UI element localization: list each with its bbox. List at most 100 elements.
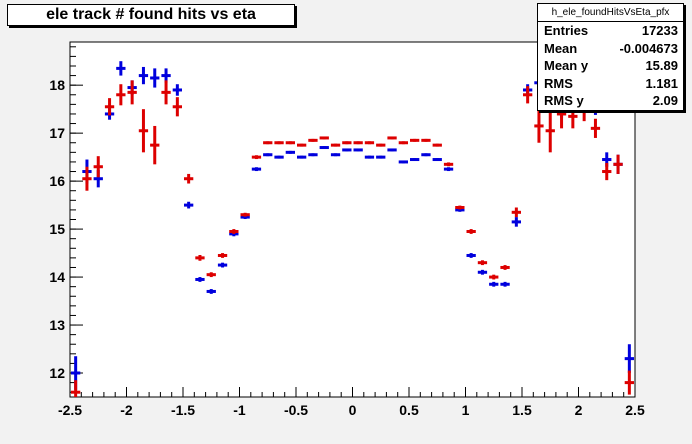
- stats-label: Entries: [544, 23, 589, 38]
- data-point: [251, 167, 262, 172]
- stats-row-rms: RMS 1.181: [538, 75, 683, 93]
- data-point: [387, 148, 397, 152]
- data-point: [364, 141, 375, 145]
- data-point: [274, 141, 284, 145]
- x-tick-label: -0.5: [284, 402, 308, 418]
- data-point: [330, 143, 341, 147]
- plot-title: ele track # found hits vs eta: [7, 4, 295, 26]
- data-point: [82, 166, 92, 191]
- data-point: [229, 229, 239, 234]
- data-point: [353, 148, 363, 152]
- data-point: [613, 154, 623, 174]
- data-point: [127, 80, 137, 105]
- data-point: [217, 253, 228, 258]
- data-point: [184, 201, 194, 209]
- stats-box: h_ele_foundHitsVsEta_pfx Entries 17233 M…: [537, 3, 684, 111]
- data-point: [308, 153, 318, 157]
- stats-value: 2.09: [652, 93, 678, 108]
- stats-row-entries: Entries 17233: [538, 22, 683, 40]
- data-point: [150, 68, 160, 88]
- stats-label: Mean: [544, 40, 578, 56]
- data-point: [206, 289, 216, 294]
- x-tick-label: -2.5: [58, 402, 82, 418]
- data-point: [545, 109, 555, 153]
- data-point: [477, 260, 488, 266]
- data-point: [161, 68, 171, 83]
- data-point: [410, 158, 420, 162]
- data-point: [364, 155, 375, 159]
- stats-value: 1.181: [645, 75, 678, 91]
- data-point: [432, 158, 442, 162]
- data-point: [342, 141, 352, 145]
- data-point: [116, 84, 126, 106]
- data-point: [138, 109, 149, 153]
- data-point: [432, 143, 442, 147]
- data-point: [274, 155, 284, 159]
- data-point: [421, 138, 431, 142]
- data-point: [590, 118, 601, 138]
- data-point: [376, 155, 386, 159]
- stats-histogram-name: h_ele_foundHitsVsEta_pfx: [538, 4, 683, 22]
- data-point: [206, 272, 216, 278]
- stats-value: 17233: [641, 23, 678, 38]
- stats-row-rms-y: RMS y 2.09: [538, 92, 683, 110]
- y-tick-label: 14: [49, 269, 65, 285]
- y-tick-label: 15: [49, 221, 65, 237]
- stats-label: Mean y: [544, 58, 589, 73]
- data-point: [308, 138, 318, 142]
- data-point: [251, 155, 262, 160]
- y-tick-label: 17: [49, 125, 65, 141]
- data-point: [172, 97, 182, 117]
- y-tick-label: 18: [49, 77, 65, 93]
- data-point: [500, 281, 510, 287]
- data-point: [263, 153, 273, 157]
- data-point: [319, 146, 329, 150]
- y-tick-label: 16: [49, 173, 65, 189]
- x-tick-label: 0: [349, 402, 357, 418]
- data-point: [376, 143, 386, 147]
- data-point: [93, 156, 103, 178]
- x-tick-label: -1.5: [171, 402, 195, 418]
- data-point: [511, 207, 521, 218]
- data-point: [150, 125, 160, 165]
- data-point: [387, 136, 397, 140]
- stats-row-mean-y: Mean y 15.89: [538, 57, 683, 75]
- data-point: [534, 109, 544, 143]
- data-point: [398, 160, 408, 164]
- data-point: [297, 143, 307, 147]
- data-point: [172, 84, 182, 96]
- stats-label: RMS: [544, 75, 573, 91]
- stats-label: RMS y: [544, 93, 584, 108]
- data-point: [455, 205, 465, 210]
- data-point: [523, 86, 533, 104]
- data-point: [443, 167, 454, 172]
- stats-value: -0.004673: [619, 40, 678, 56]
- data-point: [297, 155, 307, 159]
- data-point: [71, 380, 81, 397]
- data-point: [624, 370, 634, 395]
- data-point: [161, 80, 171, 105]
- data-point: [217, 262, 228, 268]
- data-point: [489, 274, 499, 280]
- data-point: [602, 162, 612, 181]
- data-point: [285, 141, 295, 145]
- data-point: [330, 153, 341, 157]
- x-tick-label: 1.5: [512, 402, 532, 418]
- y-tick-label: 13: [49, 317, 65, 333]
- data-point: [624, 344, 634, 374]
- x-tick-label: 2: [575, 402, 583, 418]
- x-tick-label: 1: [462, 402, 470, 418]
- data-point: [285, 150, 295, 154]
- data-point: [466, 253, 476, 258]
- data-point: [104, 98, 115, 116]
- data-point: [184, 173, 194, 184]
- stats-row-mean: Mean -0.004673: [538, 40, 683, 58]
- data-point: [195, 277, 205, 282]
- stats-value: 15.89: [645, 58, 678, 73]
- data-point: [511, 217, 521, 227]
- plot-title-text: ele track # found hits vs eta: [46, 6, 256, 23]
- data-point: [477, 269, 488, 275]
- data-point: [263, 141, 273, 145]
- data-point: [240, 212, 250, 217]
